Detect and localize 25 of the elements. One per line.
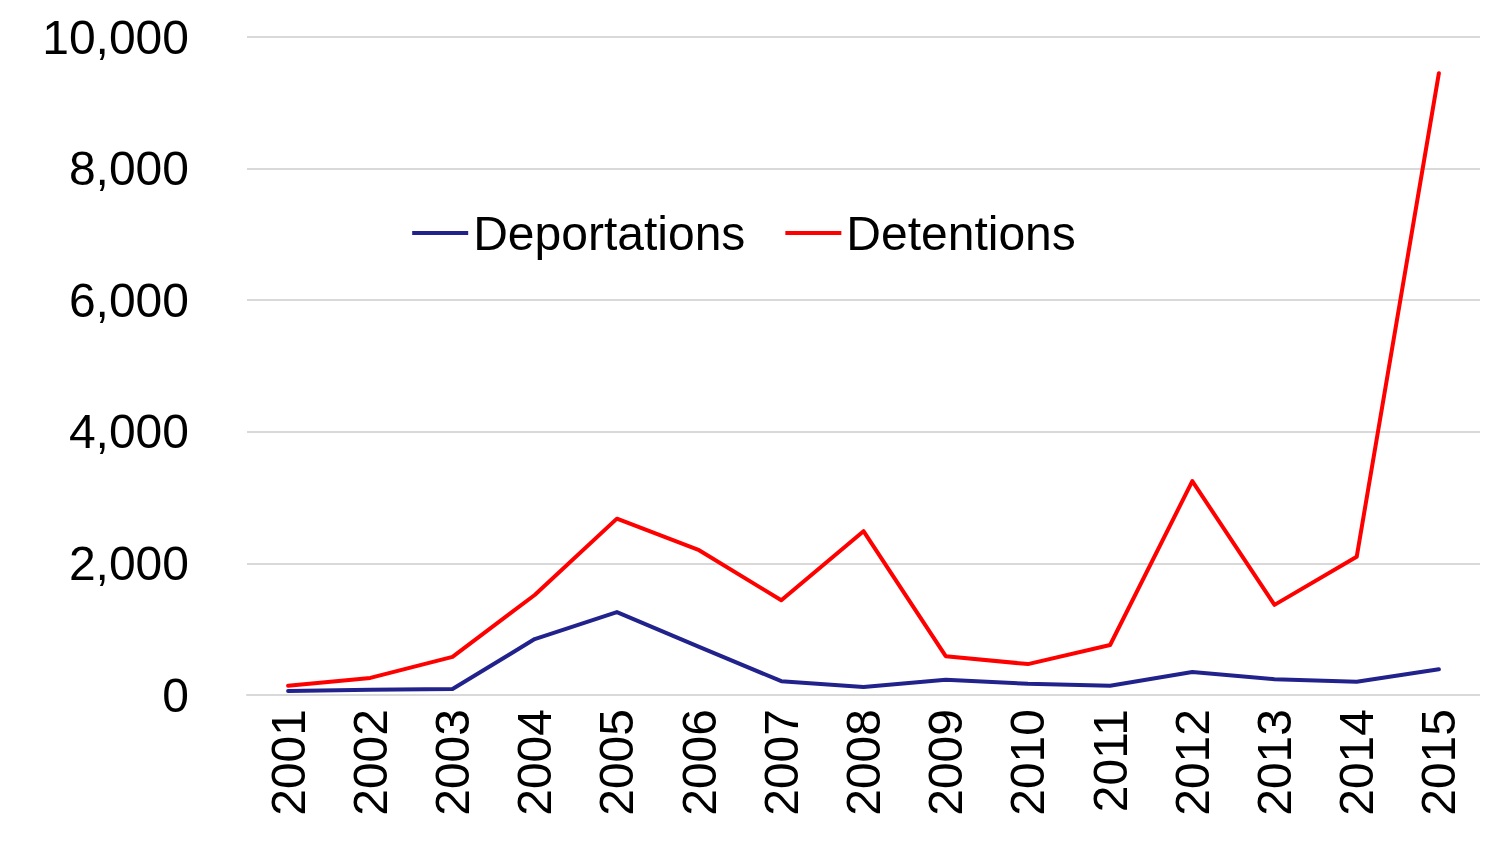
- x-tick-label: 2005: [590, 709, 644, 816]
- x-tick-label: 2008: [837, 709, 890, 816]
- y-tick-label: 0: [162, 668, 189, 722]
- x-tick-label: 2010: [1001, 709, 1055, 816]
- x-tick-label: 2015: [1412, 709, 1466, 816]
- x-tick-label: 2012: [1165, 709, 1219, 816]
- x-tick-label: 2004: [508, 709, 562, 816]
- line-series: [286, 71, 1441, 688]
- line-series: [286, 610, 1441, 694]
- x-tick-label: 2001: [261, 709, 315, 816]
- x-tick-label: 2011: [1083, 709, 1137, 813]
- y-tick-label: 2,000: [68, 536, 189, 590]
- y-tick-label: 8,000: [68, 142, 189, 196]
- legend-label: Deportations: [473, 206, 746, 260]
- x-tick-label: 2014: [1330, 709, 1384, 816]
- x-tick-label: 2007: [754, 709, 808, 816]
- x-tick-label: 2009: [919, 709, 973, 816]
- legend-label: Detentions: [846, 206, 1076, 260]
- y-tick-label: 6,000: [68, 273, 189, 327]
- y-tick-label: 10,000: [42, 10, 189, 64]
- y-tick-label: 4,000: [68, 405, 189, 459]
- x-tick-label: 2006: [672, 709, 726, 816]
- x-tick-label: 2003: [426, 709, 479, 816]
- x-tick-label: 2002: [343, 709, 397, 816]
- x-tick-label: 2013: [1248, 709, 1301, 816]
